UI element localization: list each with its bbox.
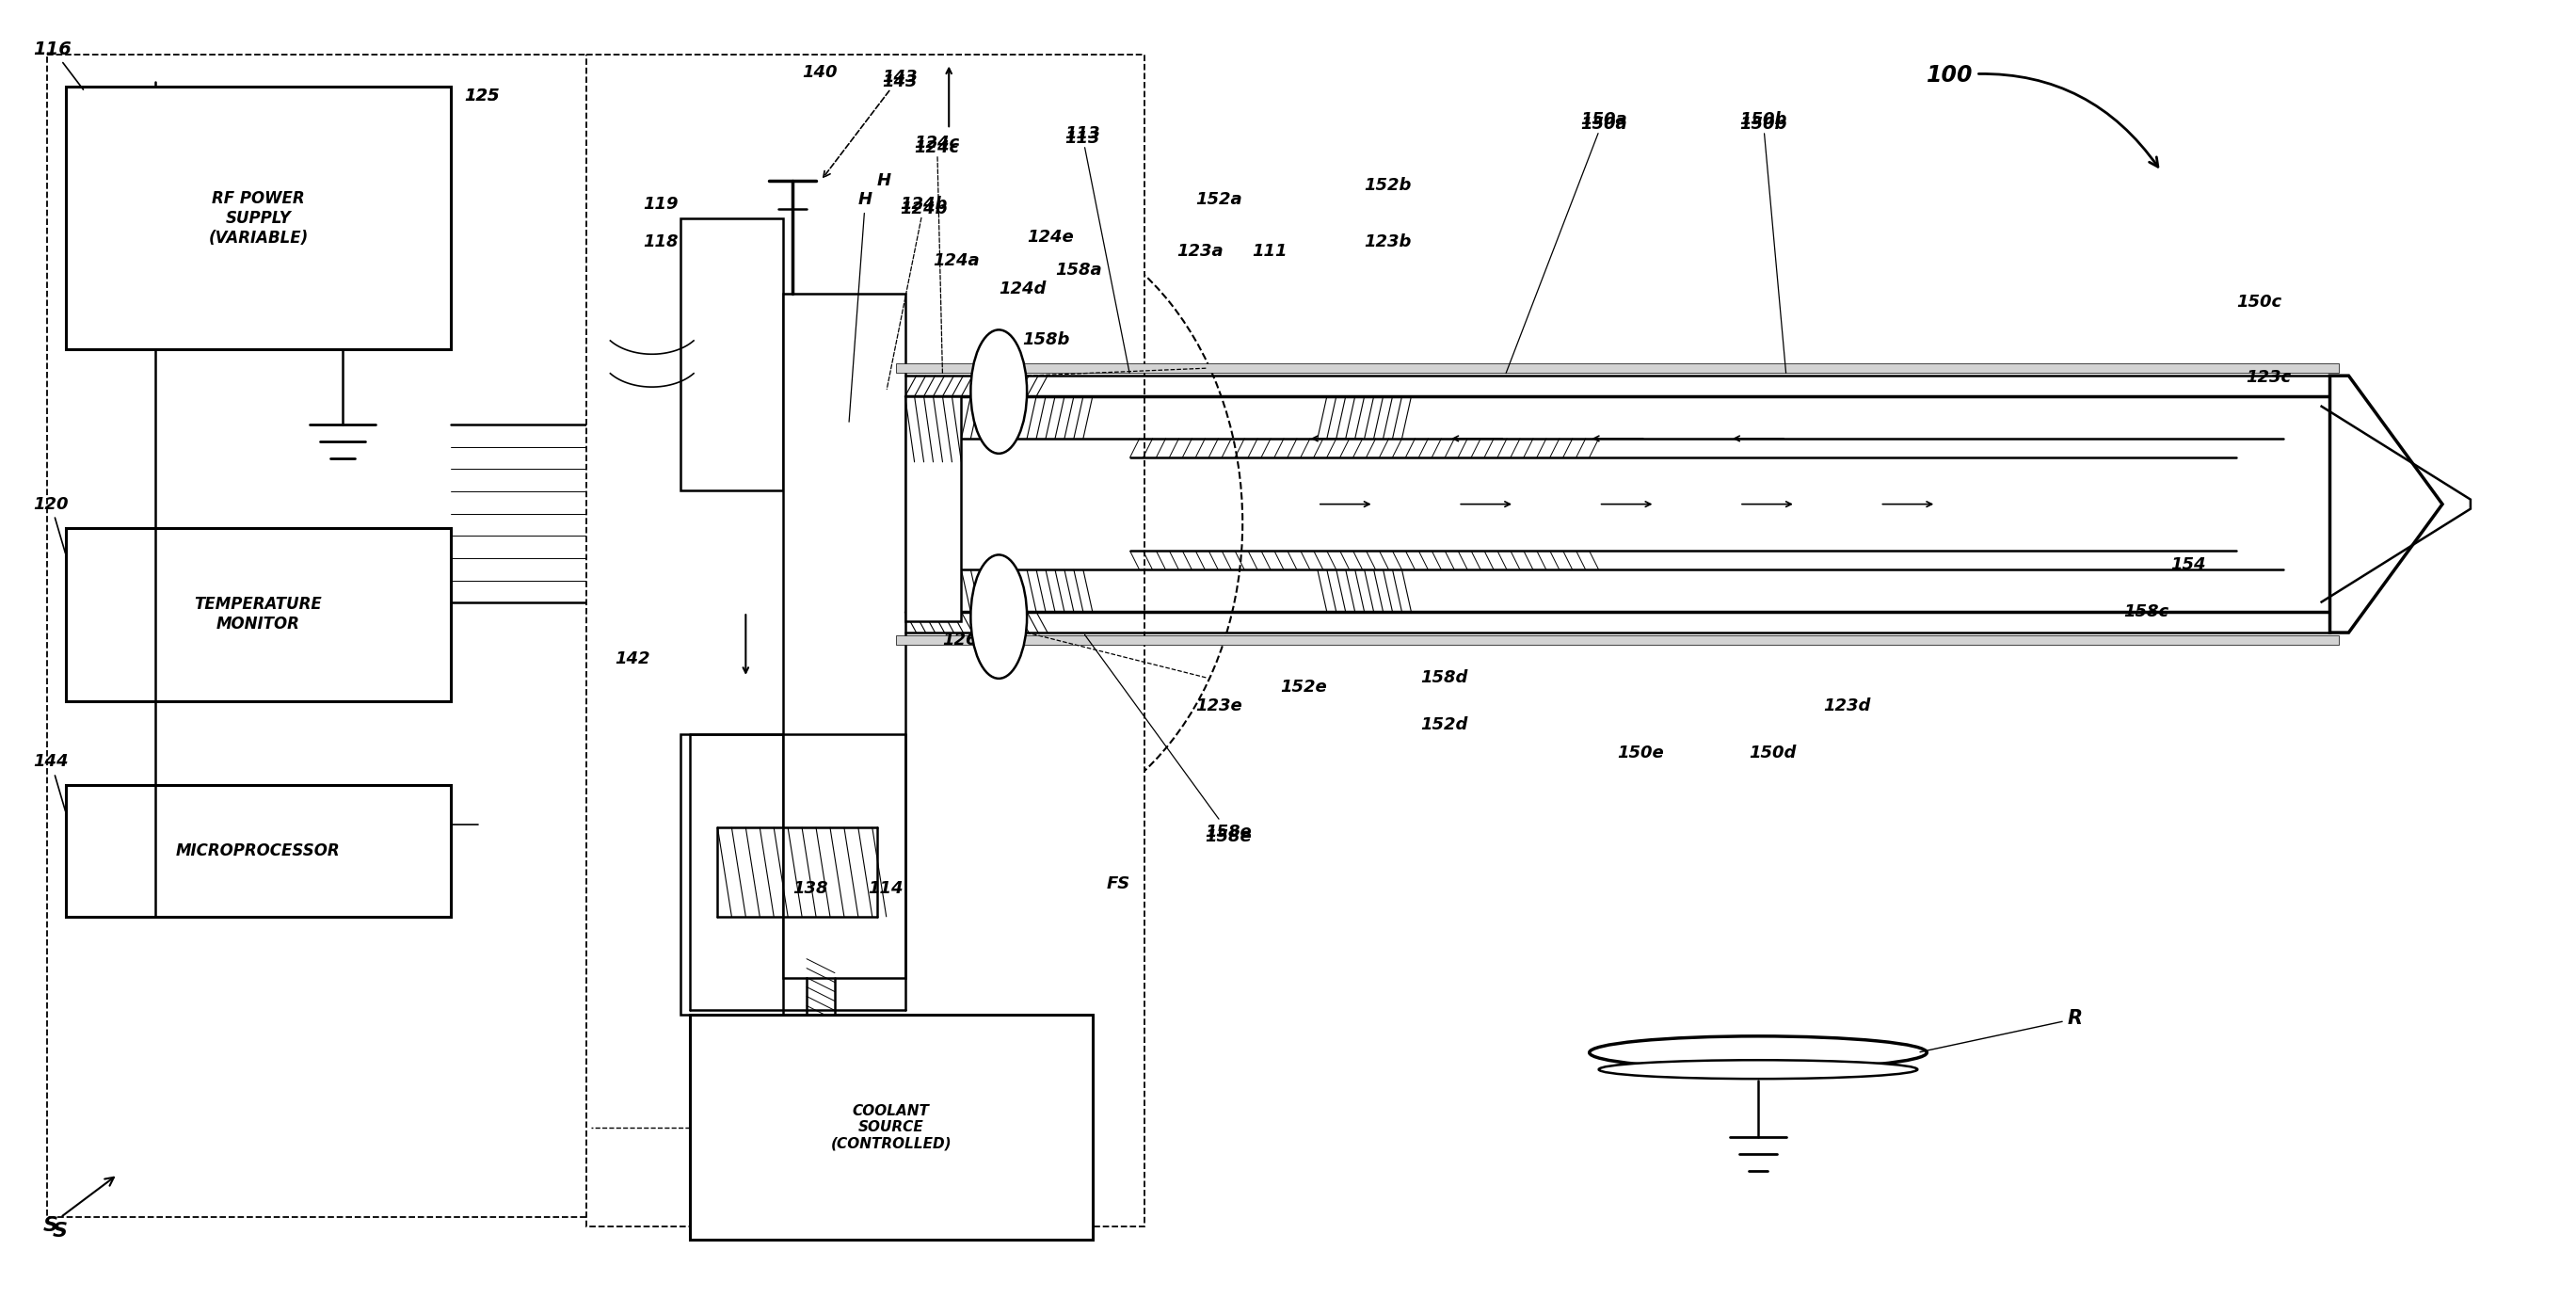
Text: S: S [52, 1221, 67, 1240]
Text: 158e: 158e [1084, 635, 1252, 841]
Text: 158d: 158d [1419, 670, 1468, 687]
Text: 120: 120 [33, 496, 70, 553]
Bar [904, 396, 961, 622]
Text: 111: 111 [1252, 243, 1288, 260]
Text: 124c: 124c [914, 139, 961, 156]
Text: 123a: 123a [1177, 243, 1224, 260]
Bar [896, 363, 2339, 373]
Bar [783, 293, 904, 977]
Bar [690, 1015, 1092, 1240]
Bar [67, 527, 451, 701]
Text: 114: 114 [868, 880, 902, 897]
Text: 158e: 158e [1206, 828, 1252, 845]
Bar [67, 785, 451, 916]
Text: 140: 140 [801, 65, 837, 82]
Text: 119: 119 [641, 196, 677, 213]
Text: RF POWER
SUPPLY
(VARIABLE): RF POWER SUPPLY (VARIABLE) [209, 191, 309, 247]
Ellipse shape [1589, 1036, 1927, 1070]
Text: 152d: 152d [1419, 716, 1468, 733]
Text: 150a: 150a [1579, 116, 1625, 132]
Text: 124b: 124b [902, 200, 948, 217]
Text: 126: 126 [943, 632, 979, 649]
Text: 152b: 152b [1365, 177, 1412, 193]
Bar [680, 733, 783, 1015]
Text: 123d: 123d [1824, 697, 1870, 714]
Text: 123b: 123b [1365, 234, 1412, 251]
Text: 100: 100 [1927, 65, 2159, 167]
Bar [46, 55, 590, 1216]
Text: 113: 113 [1064, 130, 1100, 147]
Text: H: H [876, 173, 891, 190]
Text: H: H [850, 191, 873, 422]
Text: TEMPERATURE
MONITOR: TEMPERATURE MONITOR [193, 596, 322, 632]
Text: 125: 125 [464, 88, 500, 105]
Polygon shape [2329, 375, 2442, 632]
Text: 158b: 158b [1023, 331, 1069, 349]
Bar [67, 87, 451, 349]
Text: MICROPROCESSOR: MICROPROCESSOR [175, 842, 340, 859]
Text: 150b: 150b [1739, 116, 1788, 132]
Text: 123e: 123e [1195, 697, 1242, 714]
Ellipse shape [971, 330, 1028, 453]
Text: R: R [1919, 1010, 2081, 1053]
Ellipse shape [971, 554, 1028, 679]
Text: COOLANT
SOURCE
(CONTROLLED): COOLANT SOURCE (CONTROLLED) [829, 1105, 951, 1151]
Text: 150a: 150a [1507, 112, 1625, 374]
Text: 116: 116 [33, 40, 82, 90]
Ellipse shape [1600, 1060, 1917, 1079]
Text: 118: 118 [641, 234, 677, 251]
Text: 123c: 123c [2246, 369, 2290, 386]
Text: 152e: 152e [1280, 679, 1327, 696]
Bar [587, 55, 1144, 1227]
Text: FS: FS [1108, 875, 1131, 892]
Text: 124e: 124e [1028, 228, 1074, 245]
Text: 125: 125 [464, 88, 500, 105]
Bar [680, 218, 783, 491]
Text: 124c: 124c [914, 135, 961, 373]
Text: 124a: 124a [933, 252, 979, 269]
Text: 113: 113 [1064, 126, 1128, 373]
Text: 138: 138 [793, 880, 827, 897]
Text: 152a: 152a [1195, 191, 1242, 208]
Text: 142: 142 [616, 650, 649, 667]
Text: 124d: 124d [999, 280, 1046, 297]
Bar [896, 636, 2339, 645]
Text: 143: 143 [824, 69, 917, 178]
Text: 150b: 150b [1739, 112, 1788, 373]
Text: 150e: 150e [1618, 744, 1664, 761]
Text: 150c: 150c [2236, 295, 2282, 312]
Text: 124b: 124b [886, 196, 948, 389]
Text: 143: 143 [881, 74, 917, 91]
Text: 158a: 158a [1056, 261, 1103, 278]
Text: 158c: 158c [2123, 604, 2169, 620]
Text: S: S [44, 1177, 113, 1234]
Text: 154: 154 [2172, 557, 2205, 574]
Text: 150d: 150d [1749, 744, 1795, 761]
Text: 144: 144 [33, 753, 70, 811]
